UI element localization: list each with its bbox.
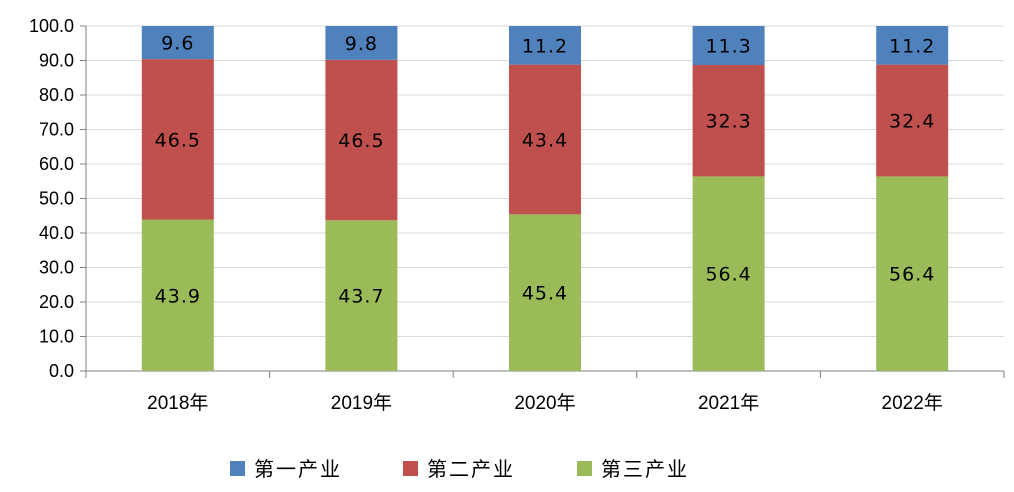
legend-swatch [403,461,418,476]
x-category-label: 2019年 [331,392,392,414]
y-tick-label: 100.0 [29,16,74,36]
y-tick-label: 80.0 [39,85,74,105]
x-category-label: 2022年 [882,392,943,414]
x-category-label: 2020年 [514,392,575,414]
data-label: 43.4 [522,130,568,152]
data-label: 11.3 [705,35,751,57]
bar-segment [876,64,949,177]
y-tick-label: 70.0 [39,120,74,140]
legend-item-label: 第一产业 [254,457,342,481]
legend-swatch [230,461,245,476]
y-tick-label: 60.0 [39,154,74,174]
data-label: 9.8 [345,33,378,55]
bar-segment [876,176,949,371]
bar-segment [509,214,581,371]
x-category-label: 2018年 [147,392,208,414]
data-label: 46.5 [155,129,201,151]
bar-segment [325,220,398,371]
bar-segment [876,26,949,65]
data-label: 11.2 [889,35,935,57]
bar-segment [325,26,398,60]
data-label: 43.9 [155,285,201,307]
bar-segment [692,176,765,371]
data-label: 32.4 [889,111,935,133]
data-label: 43.7 [338,286,384,308]
data-label: 32.3 [705,111,751,133]
y-tick-label: 10.0 [39,327,74,347]
bar-segment [141,59,214,220]
data-label: 11.2 [522,35,568,57]
y-tick-label: 40.0 [39,223,74,243]
data-label: 56.4 [889,264,935,286]
legend-item-label: 第三产业 [601,457,689,481]
y-tick-label: 0.0 [49,361,74,381]
x-category-label: 2021年 [698,392,759,414]
bar-segment [509,64,581,215]
bar-segment [141,219,214,371]
legend-swatch [577,461,592,476]
bar-segment [141,26,214,60]
bar-segment [692,26,765,65]
data-label: 56.4 [705,264,751,286]
bar-segment [509,26,581,65]
y-tick-label: 90.0 [39,51,74,71]
legend-item-label: 第二产业 [427,457,515,481]
data-label: 9.6 [161,33,194,55]
y-tick-label: 50.0 [39,189,74,209]
y-tick-label: 30.0 [39,258,74,278]
bar-segment [692,64,765,177]
bar-segment [325,59,398,221]
data-label: 46.5 [338,130,384,152]
y-tick-label: 20.0 [39,292,74,312]
data-label: 45.4 [522,283,568,305]
